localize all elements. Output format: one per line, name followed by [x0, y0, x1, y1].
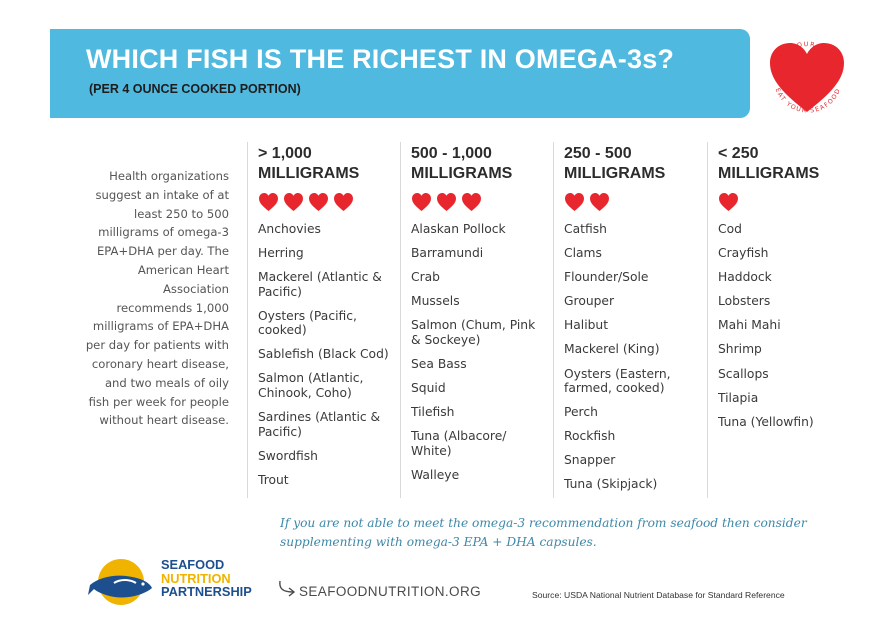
fish-item: Shrimp — [718, 342, 762, 357]
heart-icon — [412, 193, 431, 211]
fish-item: Haddock — [718, 270, 772, 285]
heart-icon — [259, 193, 278, 211]
page-subtitle: (PER 4 OUNCE COOKED PORTION) — [89, 82, 301, 96]
fish-item: Salmon (Atlantic, Chinook, Coho) — [258, 371, 364, 400]
fish-item: Alaskan Pollock — [411, 222, 506, 236]
partner-logo-text: SEAFOOD NUTRITION PARTNERSHIP — [161, 558, 252, 599]
heart-rating — [718, 192, 848, 216]
fish-item: Clams — [564, 246, 602, 261]
logo-line-1: SEAFOOD — [161, 557, 225, 572]
heart-rating — [411, 192, 546, 216]
love-your-heart-badge: LOVE YOUR HEART EAT YOUR SEAFOOD — [763, 32, 851, 120]
fish-list: Alaskan Pollock Barramundi Crab Mussels Salm… — [411, 222, 546, 482]
fish-item: Flounder/Sole — [564, 270, 649, 285]
column-heading: 250 - 500 MILLIGRAMS — [564, 145, 666, 182]
column-heading: > 1,000 MILLIGRAMS — [258, 145, 360, 182]
heart-icon — [309, 193, 328, 211]
fish-item: Tilefish — [411, 405, 455, 420]
column-2: 500 - 1,000 MILLIGRAMS Alaskan Pollock Bar… — [400, 142, 546, 498]
fish-item: Mahi Mahi — [718, 318, 781, 333]
fish-item: Mussels — [411, 294, 460, 309]
fish-list: Cod Crayfish Haddock Lobsters Mahi Mahi Shrim… — [718, 222, 848, 429]
arrow-icon — [279, 580, 296, 597]
fish-item: Sea Bass — [411, 356, 467, 371]
fish-item: Squid — [411, 381, 446, 396]
fish-item: Halibut — [564, 318, 609, 333]
heart-icon — [590, 193, 609, 211]
heart-rating — [564, 192, 699, 216]
column-heading: < 250 MILLIGRAMS — [718, 145, 820, 182]
fish-item: Anchovies — [258, 222, 321, 236]
fish-list: Catfish Clams Flounder/Sole Grouper Halibut M… — [564, 222, 699, 492]
source-citation: Source: USDA National Nutrient Database … — [532, 590, 785, 600]
heart-icon — [462, 193, 481, 211]
website-link[interactable]: SEAFOODNUTRITION.ORG — [299, 584, 482, 599]
fish-item: Tuna (Skipjack) — [564, 477, 658, 492]
fish-item: Rockfish — [564, 429, 616, 444]
fish-item: Grouper — [564, 294, 615, 309]
fish-item: Lobsters — [718, 294, 771, 309]
heart-icon — [565, 193, 584, 211]
heart-icon — [770, 43, 844, 112]
fish-item: Perch — [564, 405, 598, 420]
fish-item: Cod — [718, 222, 742, 236]
heart-icon — [437, 193, 456, 211]
fish-item: Sablefish (Black Cod) — [258, 347, 389, 362]
logo-line-3: PARTNERSHIP — [161, 584, 252, 599]
fish-item: Catfish — [564, 222, 607, 236]
fish-item: Trout — [258, 472, 289, 487]
heart-icon — [334, 193, 353, 211]
fish-item: Mackerel (Atlantic & Pacific) — [258, 270, 382, 299]
fish-logo-icon — [88, 559, 152, 605]
fish-item: Sardines (Atlantic & Pacific) — [258, 410, 381, 439]
fish-item: Tuna (Yellowfin) — [718, 414, 814, 429]
fish-list: Anchovies Herring Mackerel (Atlantic & Pac… — [258, 222, 393, 487]
logo-line-2: NUTRITION — [161, 570, 231, 586]
fish-item: Barramundi — [411, 246, 484, 261]
supplement-note: If you are not able to meet the omega-3 … — [280, 516, 807, 549]
page-title: WHICH FISH IS THE RICHEST IN OMEGA-3s? — [86, 44, 675, 74]
fish-item: Herring — [258, 246, 304, 261]
fish-item: Oysters (Eastern, farmed, cooked) — [564, 366, 671, 396]
intro-paragraph: Health organizations suggest an intake o… — [85, 169, 229, 428]
fish-item: Oysters (Pacific, cooked) — [258, 308, 357, 338]
fish-item: Swordfish — [258, 448, 318, 463]
fish-item: Walleye — [411, 467, 460, 482]
fish-item: Tuna (Albacore/ White) — [411, 429, 507, 458]
column-3: 250 - 500 MILLIGRAMS Catfish Clams Flounder… — [553, 142, 699, 498]
fish-item: Crab — [411, 270, 440, 285]
fish-item: Mackerel (King) — [564, 342, 660, 357]
fish-item: Scallops — [718, 366, 769, 381]
column-4: < 250 MILLIGRAMS Cod Crayfish Haddock Lobste… — [707, 142, 848, 498]
fish-item: Snapper — [564, 453, 616, 468]
fish-item: Tilapia — [718, 390, 759, 405]
column-1: > 1,000 MILLIGRAMS Anchovies Herring Macker… — [247, 142, 393, 498]
fish-item: Salmon (Chum, Pink & Sockeye) — [411, 318, 536, 347]
heart-icon — [719, 193, 738, 211]
heart-icon — [284, 193, 303, 211]
column-heading: 500 - 1,000 MILLIGRAMS — [411, 145, 513, 182]
fish-item: Crayfish — [718, 246, 769, 261]
heart-rating — [258, 192, 393, 216]
title-banner — [50, 29, 750, 118]
